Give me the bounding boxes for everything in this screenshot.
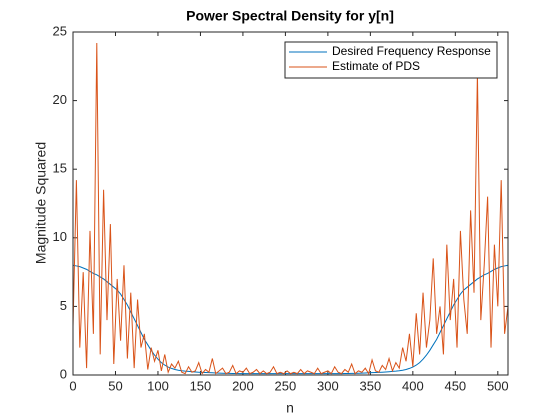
series-line [72, 42, 509, 375]
legend-label: Desired Frequency Response [332, 44, 491, 58]
x-tick-label: 300 [317, 378, 339, 393]
x-tick-label: 100 [147, 378, 169, 393]
x-tick-label: 50 [108, 378, 122, 393]
x-tick-label: 450 [444, 378, 466, 393]
x-tick-label: 350 [360, 378, 382, 393]
x-axis-label: n [286, 400, 294, 416]
chart-title: Power Spectral Density for y[n] [186, 8, 394, 24]
x-tick-label: 400 [402, 378, 424, 393]
legend-box [284, 41, 498, 79]
y-tick-label: 20 [53, 92, 67, 107]
y-tick-label: 0 [60, 366, 67, 381]
y-axis-label: Magnitude Squared [33, 142, 49, 264]
plot-frame [72, 31, 509, 376]
y-tick-label: 5 [60, 298, 67, 313]
legend-label: Estimate of PDS [332, 59, 420, 73]
x-tick-label: 200 [232, 378, 254, 393]
x-tick-label: 0 [69, 378, 76, 393]
x-tick-label: 250 [275, 378, 297, 393]
y-tick-label: 15 [53, 161, 67, 176]
x-tick-label: 500 [487, 378, 509, 393]
x-tick-label: 150 [190, 378, 212, 393]
y-tick-label: 10 [53, 229, 67, 244]
y-tick-label: 25 [53, 23, 67, 38]
